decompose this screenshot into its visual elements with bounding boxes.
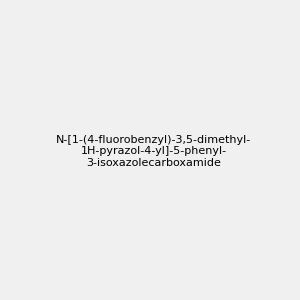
Text: N-[1-(4-fluorobenzyl)-3,5-dimethyl-
1H-pyrazol-4-yl]-5-phenyl-
3-isoxazolecarbox: N-[1-(4-fluorobenzyl)-3,5-dimethyl- 1H-p… (56, 135, 251, 168)
